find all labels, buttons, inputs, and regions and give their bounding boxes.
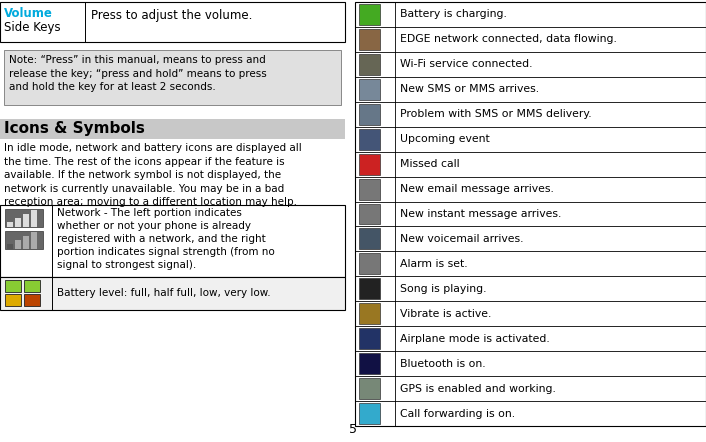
- Text: 5: 5: [349, 423, 357, 436]
- Text: New email message arrives.: New email message arrives.: [400, 184, 554, 194]
- Bar: [15, 240, 21, 248]
- Bar: [5, 209, 43, 226]
- Bar: [0, 205, 345, 277]
- Text: New SMS or MMS arrives.: New SMS or MMS arrives.: [400, 84, 539, 94]
- Text: EDGE network connected, data flowing.: EDGE network connected, data flowing.: [400, 34, 617, 44]
- Text: Song is playing.: Song is playing.: [400, 284, 486, 294]
- Bar: [359, 79, 380, 100]
- Bar: [359, 328, 380, 349]
- Text: In idle mode, network and battery icons are displayed all
the time. The rest of : In idle mode, network and battery icons …: [4, 143, 301, 207]
- Text: Airplane mode is activated.: Airplane mode is activated.: [400, 334, 550, 344]
- Bar: [0, 2, 345, 42]
- Bar: [4, 50, 341, 105]
- Bar: [23, 213, 29, 226]
- Text: Problem with SMS or MMS delivery.: Problem with SMS or MMS delivery.: [400, 109, 592, 119]
- Text: Vibrate is active.: Vibrate is active.: [400, 309, 491, 319]
- Text: Volume: Volume: [4, 7, 53, 20]
- Bar: [359, 253, 380, 274]
- Text: GPS is enabled and working.: GPS is enabled and working.: [400, 384, 556, 393]
- Bar: [24, 293, 40, 305]
- Bar: [15, 217, 21, 226]
- Bar: [359, 29, 380, 50]
- Bar: [0, 119, 345, 139]
- Bar: [23, 236, 29, 248]
- Bar: [5, 293, 21, 305]
- Bar: [5, 279, 21, 292]
- Bar: [359, 278, 380, 299]
- Text: Side Keys: Side Keys: [4, 21, 61, 34]
- Text: Call forwarding is on.: Call forwarding is on.: [400, 408, 515, 419]
- Bar: [359, 179, 380, 199]
- Bar: [31, 232, 37, 248]
- Text: Bluetooth is on.: Bluetooth is on.: [400, 358, 486, 369]
- Bar: [359, 403, 380, 424]
- Bar: [359, 353, 380, 374]
- Text: New instant message arrives.: New instant message arrives.: [400, 209, 561, 219]
- Bar: [359, 54, 380, 75]
- Bar: [7, 244, 13, 248]
- Bar: [355, 2, 706, 426]
- Bar: [359, 129, 380, 150]
- Text: Upcoming event: Upcoming event: [400, 134, 490, 144]
- Text: Alarm is set.: Alarm is set.: [400, 259, 467, 269]
- Bar: [359, 229, 380, 249]
- Text: Network - The left portion indicates
whether or not your phone is already
regist: Network - The left portion indicates whe…: [57, 207, 275, 271]
- Bar: [359, 154, 380, 175]
- Text: Battery level: full, half full, low, very low.: Battery level: full, half full, low, ver…: [57, 288, 270, 298]
- Bar: [359, 378, 380, 399]
- Bar: [24, 279, 40, 292]
- Bar: [7, 221, 13, 226]
- Text: Press to adjust the volume.: Press to adjust the volume.: [91, 8, 252, 22]
- Text: Note: “Press” in this manual, means to press and
release the key; “press and hol: Note: “Press” in this manual, means to p…: [9, 55, 267, 92]
- Bar: [5, 230, 43, 248]
- Bar: [359, 303, 380, 324]
- Text: Icons & Symbols: Icons & Symbols: [4, 121, 145, 136]
- Text: New voicemail arrives.: New voicemail arrives.: [400, 234, 524, 244]
- Text: Missed call: Missed call: [400, 159, 460, 169]
- Text: Wi-Fi service connected.: Wi-Fi service connected.: [400, 59, 532, 69]
- Bar: [359, 4, 380, 25]
- Text: Battery is charging.: Battery is charging.: [400, 9, 507, 19]
- Bar: [31, 210, 37, 226]
- Bar: [359, 203, 380, 225]
- Bar: [359, 104, 380, 125]
- Bar: [0, 277, 345, 309]
